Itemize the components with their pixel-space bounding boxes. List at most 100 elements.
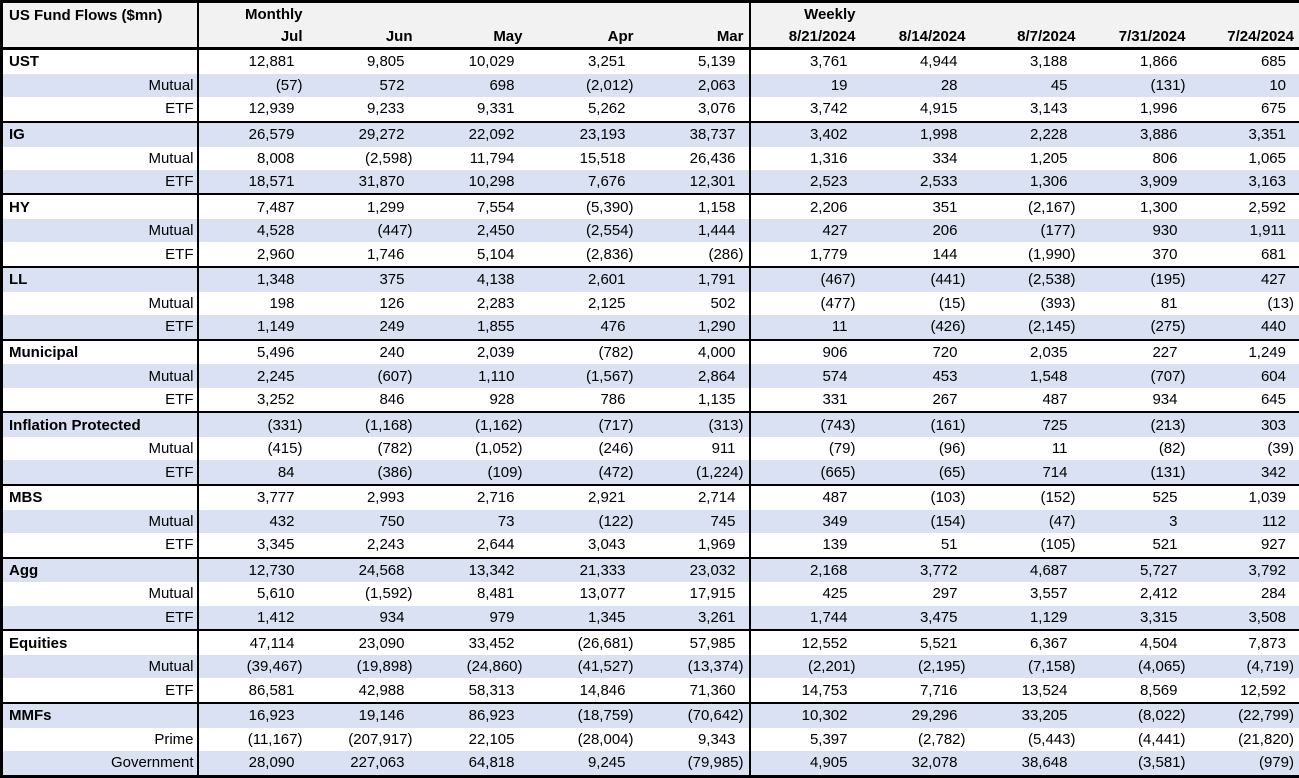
column-header-week-1: 8/21/2024 bbox=[748, 25, 861, 50]
cell-value: (1,162) bbox=[417, 411, 528, 438]
cell-value: 58,313 bbox=[468, 681, 515, 699]
cell-value: 331 bbox=[748, 387, 861, 413]
cell-value: 22,092 bbox=[417, 120, 528, 147]
cell-value: 11,794 bbox=[469, 149, 515, 167]
cell-value: (1,592) bbox=[364, 585, 413, 603]
cell-value: 1,998 bbox=[860, 120, 971, 147]
table-row: Mutual 5,610 (1,592) 8,481 13,077 17,915 425 29… bbox=[1, 582, 1299, 606]
header-spacer bbox=[307, 1, 750, 26]
cell-value: 297 bbox=[932, 585, 958, 603]
cell-value: 3,188 bbox=[970, 47, 1081, 74]
cell-value: 10,302 bbox=[748, 701, 861, 728]
cell-value: (1,567) bbox=[527, 364, 639, 388]
cell-value: 3,043 bbox=[587, 536, 626, 554]
cell-value: 14,753 bbox=[748, 678, 861, 703]
cell-value: 3 bbox=[1080, 509, 1191, 533]
cell-value: (2,836) bbox=[585, 245, 634, 263]
cell-value: 934 bbox=[307, 605, 418, 631]
row-sub-label: Government bbox=[1, 750, 199, 777]
cell-value: 4,138 bbox=[417, 266, 528, 292]
cell-value: 13,524 bbox=[1021, 681, 1068, 699]
table-row: Mutual (57) 572 698 (2,012) 2,063 19 28 45 (131) 1… bbox=[1, 73, 1299, 98]
cell-value: 1,299 bbox=[307, 193, 418, 220]
cell-value: 303 bbox=[1190, 411, 1299, 438]
cell-value: 45 bbox=[970, 73, 1081, 98]
cell-value: 26,579 bbox=[197, 120, 308, 147]
cell-value: 4,905 bbox=[748, 750, 861, 777]
cell-value: 681 bbox=[1260, 245, 1286, 263]
row-sub-label: Mutual bbox=[1, 364, 199, 388]
cell-value: 4,504 bbox=[1080, 629, 1191, 655]
cell-value: (275) bbox=[1080, 315, 1191, 340]
table-row: Government 28,090 227,063 64,818 9,245 (79,98… bbox=[1, 750, 1299, 777]
cell-value: (782) bbox=[377, 440, 413, 458]
cell-value: (213) bbox=[1080, 411, 1191, 438]
cell-value: 12,730 bbox=[197, 556, 308, 583]
cell-value: (154) bbox=[860, 509, 971, 533]
cell-value: (2,167) bbox=[970, 193, 1081, 220]
cell-value: 1,290 bbox=[638, 315, 750, 340]
cell-value: 240 bbox=[307, 338, 418, 365]
cell-value: 2,125 bbox=[587, 294, 626, 312]
cell-value: 5,139 bbox=[638, 47, 750, 74]
cell-value: (5,443) bbox=[1027, 730, 1076, 748]
cell-value: 2,716 bbox=[417, 484, 528, 510]
cell-value: 342 bbox=[1190, 460, 1299, 486]
cell-value: 427 bbox=[1190, 266, 1299, 292]
table-body: UST 12,881 9,805 10,029 3,251 5,139 3,761 4,944… bbox=[1, 47, 1299, 777]
cell-value: 1,744 bbox=[748, 605, 861, 631]
cell-value: 3,402 bbox=[748, 120, 861, 147]
header-row-sections: US Fund Flows ($mn) Monthly Weekly bbox=[1, 1, 1299, 50]
row-group-label: HY bbox=[1, 193, 199, 220]
cell-value: 33,205 bbox=[970, 701, 1081, 728]
cell-value: 12,301 bbox=[638, 169, 750, 195]
cell-value: 10 bbox=[1190, 73, 1299, 98]
table-row: ETF 86,581 42,988 58,313 14,846 71,360 14,753 7… bbox=[1, 678, 1299, 703]
cell-value: (393) bbox=[1040, 294, 1076, 312]
cell-value: (11,167) bbox=[247, 730, 303, 748]
column-header-jul: Jul bbox=[197, 25, 308, 50]
cell-value: (4,441) bbox=[1137, 730, 1186, 748]
column-header-week-5: 7/24/2024 bbox=[1190, 25, 1299, 50]
cell-value: 3,076 bbox=[697, 100, 736, 118]
cell-value: 1,444 bbox=[638, 219, 750, 243]
cell-value: 8,481 bbox=[476, 585, 515, 603]
cell-value: 375 bbox=[307, 266, 418, 292]
cell-value: (286) bbox=[708, 245, 744, 263]
cell-value: (477) bbox=[748, 291, 861, 316]
cell-value: 2,035 bbox=[970, 338, 1081, 365]
cell-value: (3,581) bbox=[1080, 750, 1191, 777]
table-row: UST 12,881 9,805 10,029 3,251 5,139 3,761 4,944… bbox=[1, 47, 1299, 74]
cell-value: (5,390) bbox=[527, 193, 639, 220]
cell-value: 3,772 bbox=[860, 556, 971, 583]
cell-value: 349 bbox=[748, 509, 861, 533]
cell-value: 12,592 bbox=[1240, 681, 1286, 699]
cell-value: 806 bbox=[1152, 149, 1178, 167]
cell-value: (15) bbox=[938, 294, 966, 312]
cell-value: (22,799) bbox=[1190, 701, 1299, 728]
column-header-may: May bbox=[417, 25, 528, 50]
cell-value: 725 bbox=[970, 411, 1081, 438]
column-header-week-2: 8/14/2024 bbox=[860, 25, 971, 50]
cell-value: 2,245 bbox=[197, 364, 308, 388]
cell-value: (2,145) bbox=[970, 315, 1081, 340]
cell-value: (743) bbox=[748, 411, 861, 438]
cell-value: 23,032 bbox=[638, 556, 750, 583]
cell-value: 525 bbox=[1080, 484, 1191, 510]
cell-value: 2,592 bbox=[1190, 193, 1299, 220]
cell-value: 71,360 bbox=[689, 681, 736, 699]
cell-value: 3,557 bbox=[1029, 585, 1068, 603]
cell-value: 911 bbox=[711, 440, 736, 458]
row-sub-label: Prime bbox=[1, 727, 199, 751]
cell-value: 1,911 bbox=[1190, 219, 1299, 243]
cell-value: 7,716 bbox=[919, 681, 958, 699]
row-sub-label: ETF bbox=[1, 169, 199, 195]
cell-value: 11 bbox=[748, 315, 861, 340]
cell-value: 1,135 bbox=[697, 391, 736, 409]
table-row: ETF 3,252 846 928 786 1,135 331 267 487 934 645 bbox=[1, 387, 1299, 413]
cell-value: 6,367 bbox=[970, 629, 1081, 655]
cell-value: (131) bbox=[1080, 460, 1191, 486]
table-row: ETF 12,939 9,233 9,331 5,262 3,076 3,742 4,915 3… bbox=[1, 97, 1299, 122]
cell-value: 476 bbox=[527, 315, 639, 340]
table-row: Mutual 198 126 2,283 2,125 502 (477) (15) (393) 8… bbox=[1, 291, 1299, 316]
